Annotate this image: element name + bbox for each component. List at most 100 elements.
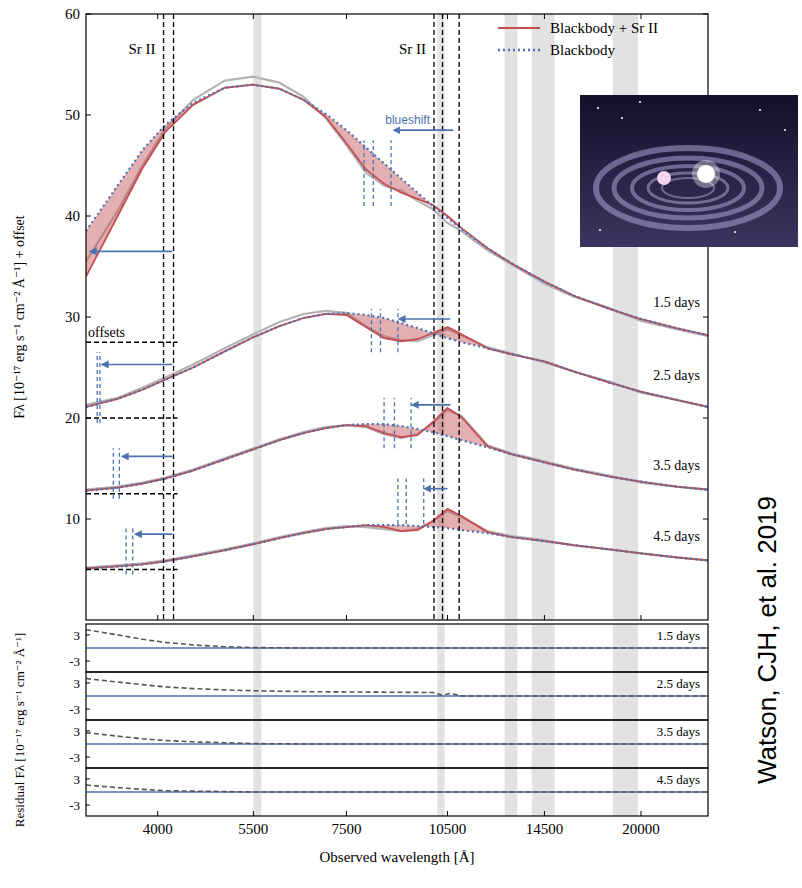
wave-ring [614,158,762,218]
masked-region [253,14,261,620]
blueshifted-line [380,309,381,352]
x-tick [346,811,347,816]
legend-label: Blackbody [550,42,615,58]
y-tick-label: 40 [65,208,80,224]
x-tick [544,14,545,19]
x-tick [157,14,158,19]
residual-y-axis-title: Residual Fλ [10⁻¹⁷ erg s⁻¹ cm⁻² Å⁻¹] [12,633,27,827]
legend-swatch [498,27,540,29]
epoch-label: 2.5 days [653,368,700,383]
residual-line [86,630,708,648]
y-tick-label: 3 [74,724,81,739]
blueshifted-line [97,352,98,423]
y-tick [703,519,708,520]
masked-region [505,14,518,620]
x-tick [640,615,641,620]
x-tick [640,14,641,19]
blueshifted-line [132,526,133,574]
legend-label: Blackbody + Sr II [550,20,658,36]
sr-label: Sr II [128,41,155,57]
x-axis-title: Observed wavelength [Å] [320,849,475,865]
x-tick-label: 14500 [526,821,564,837]
star-glow [692,160,720,188]
y-tick-label: 60 [65,6,80,22]
offset-line [86,417,178,418]
background-star [734,231,736,233]
background-star [599,229,601,231]
residual-epoch-label: 4.5 days [657,772,700,787]
blueshifted-line [371,309,372,352]
sr-absorption-fill [86,313,708,407]
y-tick [86,730,90,731]
y-tick [86,317,91,318]
x-tick [447,14,448,19]
x-tick [640,811,641,816]
blueshifted-line [390,140,391,206]
y-tick [86,634,90,635]
blackbody-line [86,313,708,407]
model-line [86,314,708,407]
legend-swatch [498,49,540,51]
residual-line [86,679,708,696]
model-line [86,509,708,569]
offset-line [86,493,178,494]
residual-panel [86,679,708,696]
y-tick [86,709,90,710]
blueshift-arrow [103,364,173,366]
residual-frame [86,768,708,816]
y-tick [86,757,90,758]
y-tick [86,778,90,779]
x-tick [157,615,158,620]
offsets-label: offsets [88,325,125,340]
blueshifted-line [99,352,100,423]
y-tick [86,115,91,116]
x-tick [447,811,448,816]
background-star [784,129,786,131]
blueshifted-line [397,309,398,352]
x-tick [253,615,254,620]
sr-rest-line [433,14,434,620]
blueshifted-line [394,398,395,449]
residual-panel [86,733,708,744]
blueshift-arrow [425,488,447,490]
background-star [639,101,641,103]
y-tick [86,418,91,419]
residual-epoch-label: 3.5 days [657,724,700,739]
background [0,0,802,888]
blueshift-arrow [400,318,451,320]
blueshifted-line [125,526,126,574]
x-tick [253,14,254,19]
offset-line [86,569,178,570]
x-tick [346,615,347,620]
x-tick-label: 10500 [429,821,467,837]
residual-panel [86,785,708,792]
sr-absorption-fill [86,408,708,491]
x-tick [346,14,347,19]
blueshifted-line [410,398,411,449]
blueshift-arrow [394,129,453,131]
residual-epoch-label: 2.5 days [657,676,700,691]
sr-rest-line [459,14,460,620]
masked-region [532,14,555,620]
y-tick [86,14,91,15]
residual-frame [86,672,708,720]
blueshifted-line [373,140,374,206]
x-tick-label: 7500 [331,821,361,837]
y-tick [86,682,90,683]
y-tick-label: 30 [65,309,80,325]
sr-rest-line [173,14,174,620]
x-tick [447,615,448,620]
x-tick-label: 20000 [622,821,660,837]
residual-line [86,785,708,792]
figure: 102030405060Fλ [10⁻¹⁷ erg s⁻¹ cm⁻² Å⁻¹] … [0,0,802,888]
residual-frame [86,720,708,768]
wave-ring [596,148,780,228]
blueshifted-line [397,479,398,524]
blackbody-line [86,424,708,491]
x-tick-label: 4000 [143,821,173,837]
y-tick [86,519,91,520]
wave-ring [632,166,744,210]
blueshifted-line [113,448,114,499]
sr-rest-line [442,14,443,620]
y-tick-label: 3 [74,772,81,787]
